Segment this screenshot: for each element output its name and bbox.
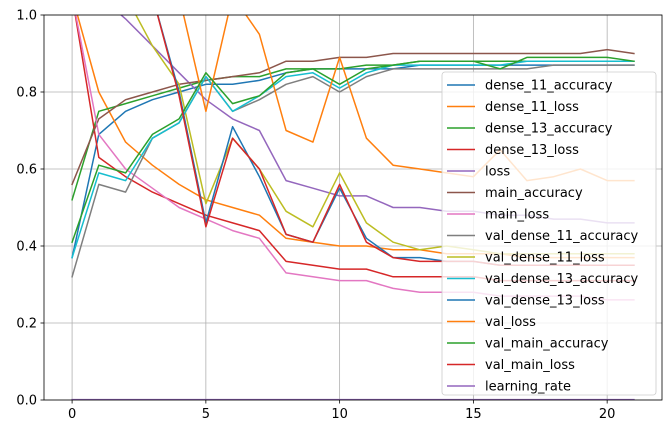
legend-label: val_dense_11_loss	[485, 251, 605, 266]
legend-label: val_dense_11_accuracy	[485, 229, 639, 244]
legend-label: dense_13_loss	[485, 143, 579, 158]
legend-label: val_loss	[485, 315, 536, 330]
x-tick-label: 0	[68, 407, 76, 422]
series-line-val-dense-13-accuracy	[71, 60, 635, 259]
legend-label: dense_11_loss	[485, 100, 579, 115]
x-tick-label: 5	[202, 407, 210, 422]
axis-ticks: 0 5 10 15 20 0.0 0.2 0.4 0.6 0.8 1.0	[16, 9, 615, 423]
x-tick-label: 10	[331, 407, 348, 422]
legend-label: val_dense_13_loss	[485, 294, 605, 309]
y-tick-label: 0.4	[16, 240, 37, 255]
legend-label: dense_13_accuracy	[485, 122, 613, 137]
legend-label: learning_rate	[485, 380, 571, 395]
legend-label: loss	[485, 165, 510, 180]
legend-label: val_main_accuracy	[485, 337, 609, 352]
x-tick-label: 15	[465, 407, 482, 422]
series-line-dense-11-accuracy	[71, 64, 635, 259]
legend-box	[441, 71, 657, 396]
y-tick-label: 1.0	[16, 9, 37, 24]
legend-label: val_dense_13_accuracy	[485, 272, 639, 287]
legend-label: main_accuracy	[485, 186, 583, 201]
y-tick-label: 0.8	[16, 86, 37, 101]
series-line-main-accuracy	[71, 48, 635, 186]
axes-frame	[43, 14, 663, 401]
legend-label: dense_11_accuracy	[485, 79, 613, 94]
series-line-val-main-accuracy	[71, 56, 635, 244]
y-tick-label: 0.2	[16, 317, 37, 332]
x-tick-label: 20	[599, 407, 616, 422]
legend: dense_11_accuracy dense_11_loss dense_13_a…	[441, 71, 657, 396]
legend-label: main_loss	[485, 208, 549, 223]
y-tick-label: 0.6	[16, 163, 37, 178]
legend-label: val_main_loss	[485, 358, 575, 373]
y-tick-label: 0.0	[16, 394, 37, 409]
